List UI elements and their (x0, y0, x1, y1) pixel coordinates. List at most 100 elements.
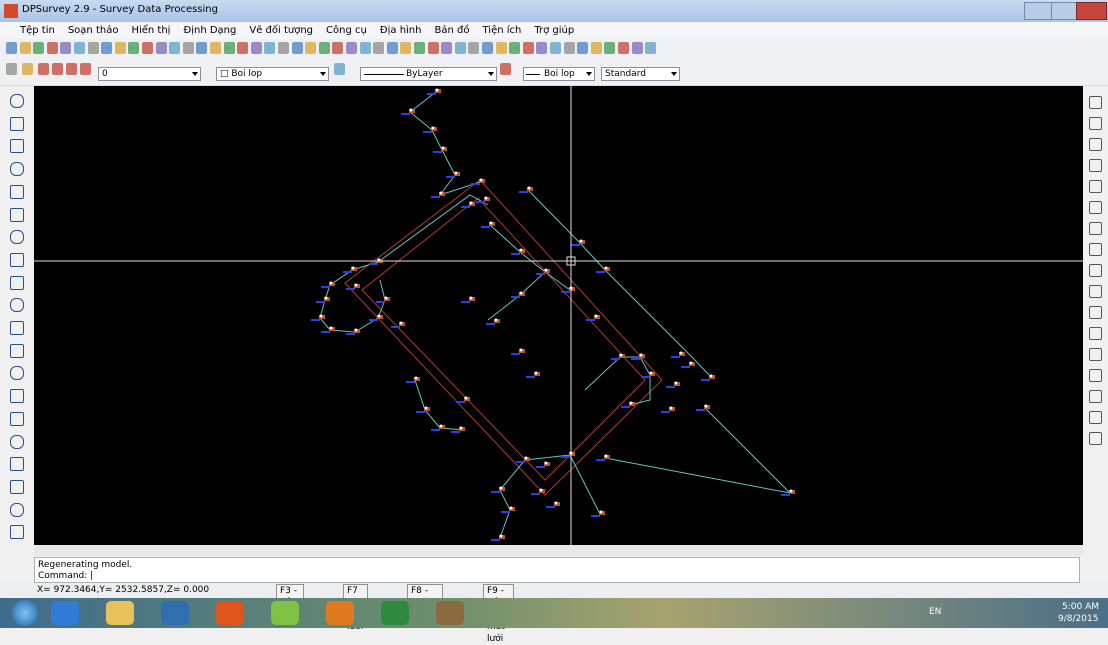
modify-tool[interactable] (1089, 369, 1102, 382)
toolbar-button[interactable] (500, 63, 511, 75)
toolbar-button[interactable] (632, 42, 643, 54)
taskbar-app[interactable] (106, 601, 134, 625)
toolbar-button[interactable] (183, 42, 194, 54)
toolbar-button[interactable] (373, 42, 384, 54)
draw-tool[interactable] (10, 366, 24, 380)
toolbar-button[interactable] (523, 42, 534, 54)
modify-tool[interactable] (1089, 243, 1102, 256)
toolbar-button[interactable] (101, 42, 112, 54)
toolbar-button[interactable] (645, 42, 656, 54)
draw-tool[interactable] (10, 412, 24, 426)
modify-tool[interactable] (1089, 306, 1102, 319)
function-key[interactable]: F3 - Bắt dính (276, 584, 304, 599)
taskbar-app[interactable] (161, 601, 189, 625)
toolbar-button[interactable] (414, 42, 425, 54)
modify-tool[interactable] (1089, 390, 1102, 403)
menu-item[interactable]: Hiển thị (131, 25, 170, 36)
draw-tool[interactable] (10, 435, 24, 449)
toolbar-button[interactable] (88, 42, 99, 54)
toolbar-button[interactable] (237, 42, 248, 54)
modify-tool[interactable] (1089, 180, 1102, 193)
toolbar-button[interactable] (66, 63, 77, 75)
toolbar-button[interactable] (482, 42, 493, 54)
draw-tool[interactable] (10, 276, 24, 290)
draw-tool[interactable] (10, 230, 24, 244)
toolbar-button[interactable] (536, 42, 547, 54)
toolbar-button[interactable] (47, 42, 58, 54)
toolbar-button[interactable] (251, 42, 262, 54)
toolbar-button[interactable] (60, 42, 71, 54)
language-indicator[interactable]: EN (929, 607, 941, 617)
textstyle-combo[interactable]: Standard (601, 67, 680, 81)
toolbar-button[interactable] (387, 42, 398, 54)
toolbar-button[interactable] (604, 42, 615, 54)
draw-tool[interactable] (10, 480, 24, 494)
toolbar-button[interactable] (210, 42, 221, 54)
modify-tool[interactable] (1089, 159, 1102, 172)
draw-tool[interactable] (10, 298, 24, 312)
draw-tool[interactable] (10, 162, 24, 176)
menu-item[interactable]: Vẽ đối tượng (249, 25, 313, 36)
modify-tool[interactable] (1089, 222, 1102, 235)
toolbar-button[interactable] (224, 42, 235, 54)
toolbar-button[interactable] (400, 42, 411, 54)
modify-tool[interactable] (1089, 201, 1102, 214)
draw-tool[interactable] (10, 389, 24, 403)
toolbar-button[interactable] (156, 42, 167, 54)
menu-item[interactable]: Trợ giúp (534, 25, 574, 36)
toolbar-button[interactable] (74, 42, 85, 54)
toolbar-button[interactable] (6, 63, 17, 75)
toolbar-button[interactable] (455, 42, 466, 54)
draw-tool[interactable] (10, 321, 24, 335)
maximize-button[interactable] (1051, 2, 1077, 20)
toolbar-button[interactable] (38, 63, 49, 75)
taskbar-app[interactable] (326, 601, 354, 625)
toolbar-button[interactable] (264, 42, 275, 54)
minimize-button[interactable] (1024, 2, 1052, 20)
toolbar-button[interactable] (196, 42, 207, 54)
menu-item[interactable]: Soạn thảo (68, 25, 119, 36)
layer-combo[interactable]: 0 (98, 67, 201, 81)
function-key[interactable]: F8 - Vuông góc (407, 584, 443, 599)
command-window[interactable]: Regenerating model. Command: | (34, 557, 1080, 583)
start-button[interactable] (12, 600, 38, 626)
menu-item[interactable]: Tệp tin (20, 25, 55, 36)
draw-tool[interactable] (10, 344, 24, 358)
toolbar-button[interactable] (428, 42, 439, 54)
toolbar-button[interactable] (496, 42, 507, 54)
toolbar-button[interactable] (6, 42, 17, 54)
modify-tool[interactable] (1089, 96, 1102, 109)
modify-tool[interactable] (1089, 138, 1102, 151)
function-key[interactable]: F9 - Bắt điểm mắt lưới (483, 584, 514, 599)
toolbar-button[interactable] (80, 63, 91, 75)
draw-tool[interactable] (10, 253, 24, 267)
modify-tool[interactable] (1089, 264, 1102, 277)
modify-tool[interactable] (1089, 348, 1102, 361)
draw-tool[interactable] (10, 94, 24, 108)
menu-item[interactable]: Định Dạng (183, 25, 236, 36)
taskbar-app[interactable] (216, 601, 244, 625)
horizontal-scrollbar[interactable] (34, 545, 1083, 556)
color-combo[interactable]: □ Boi lop (216, 67, 329, 81)
toolbar-button[interactable] (20, 42, 31, 54)
draw-tool[interactable] (10, 117, 24, 131)
menu-item[interactable]: Địa hình (380, 25, 422, 36)
toolbar-button[interactable] (305, 42, 316, 54)
toolbar-button[interactable] (292, 42, 303, 54)
menu-item[interactable]: Công cụ (326, 25, 367, 36)
draw-tool[interactable] (10, 139, 24, 153)
toolbar-button[interactable] (128, 42, 139, 54)
taskbar-app[interactable] (436, 601, 464, 625)
toolbar-button[interactable] (142, 42, 153, 54)
close-button[interactable] (1076, 2, 1107, 20)
taskbar-app[interactable] (381, 601, 409, 625)
modify-tool[interactable] (1089, 285, 1102, 298)
menu-item[interactable]: Tiện ích (482, 25, 521, 36)
toolbar-button[interactable] (360, 42, 371, 54)
taskbar-app[interactable] (271, 601, 299, 625)
function-key[interactable]: F7 - Mắt lưới (343, 584, 368, 599)
toolbar-button[interactable] (52, 63, 63, 75)
toolbar-button[interactable] (591, 42, 602, 54)
toolbar-button[interactable] (33, 42, 44, 54)
toolbar-button[interactable] (115, 42, 126, 54)
